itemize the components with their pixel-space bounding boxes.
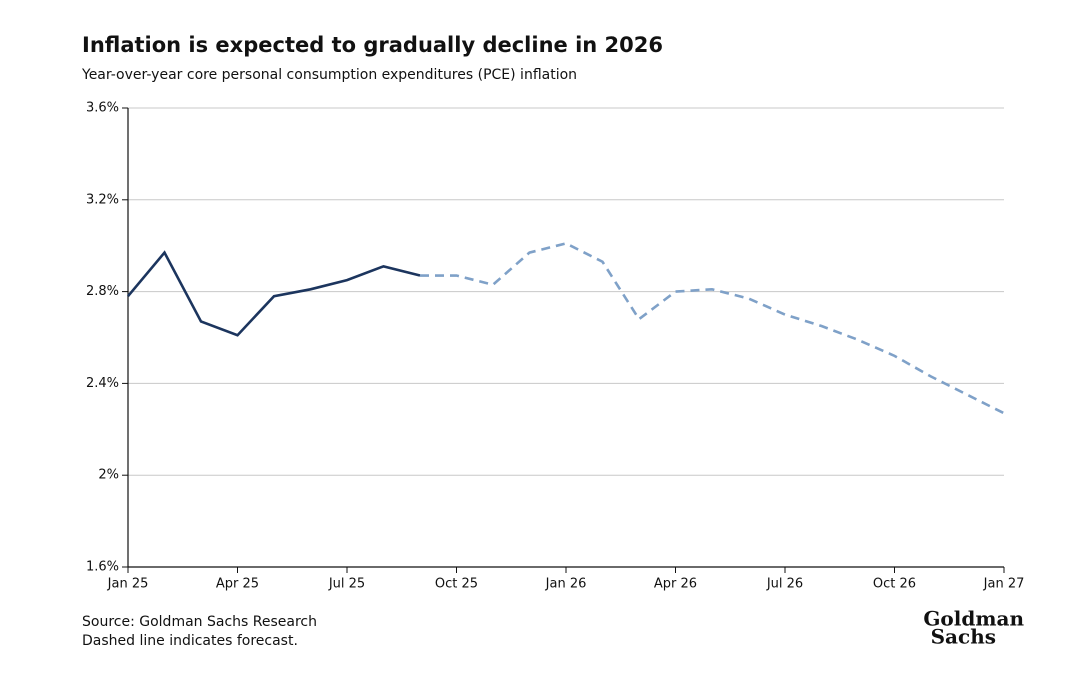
logo-line: Goldman (923, 607, 1024, 631)
x-tick-label: Oct 25 (435, 577, 478, 592)
note: Dashed line indicates forecast. (82, 633, 298, 649)
y-tick-label: 3.6% (86, 101, 119, 116)
logo-line: Sachs (931, 625, 996, 649)
x-tick-label: Jul 25 (328, 577, 365, 592)
x-tick-label: Jul 26 (766, 577, 803, 592)
x-tick-label: Oct 26 (873, 577, 916, 592)
chart-subtitle: Year-over-year core personal consumption… (81, 67, 577, 83)
x-tick-label: Jan 26 (545, 577, 587, 592)
chart-title: Inflation is expected to gradually decli… (82, 33, 663, 57)
y-tick-label: 2.8% (86, 284, 119, 299)
x-tick-label: Jan 25 (107, 577, 149, 592)
series-line (127, 250, 421, 337)
y-tick-label: 2% (98, 468, 119, 483)
x-tick-label: Jan 27 (983, 577, 1025, 592)
source: Source: Goldman Sachs Research (82, 614, 317, 630)
y-tick-label: 3.2% (86, 192, 119, 207)
series-line (420, 242, 1005, 415)
x-tick-label: Apr 25 (216, 577, 259, 592)
y-tick-label: 1.6% (86, 560, 119, 575)
x-tick-label: Apr 26 (654, 577, 697, 592)
y-tick-label: 2.4% (86, 376, 119, 391)
